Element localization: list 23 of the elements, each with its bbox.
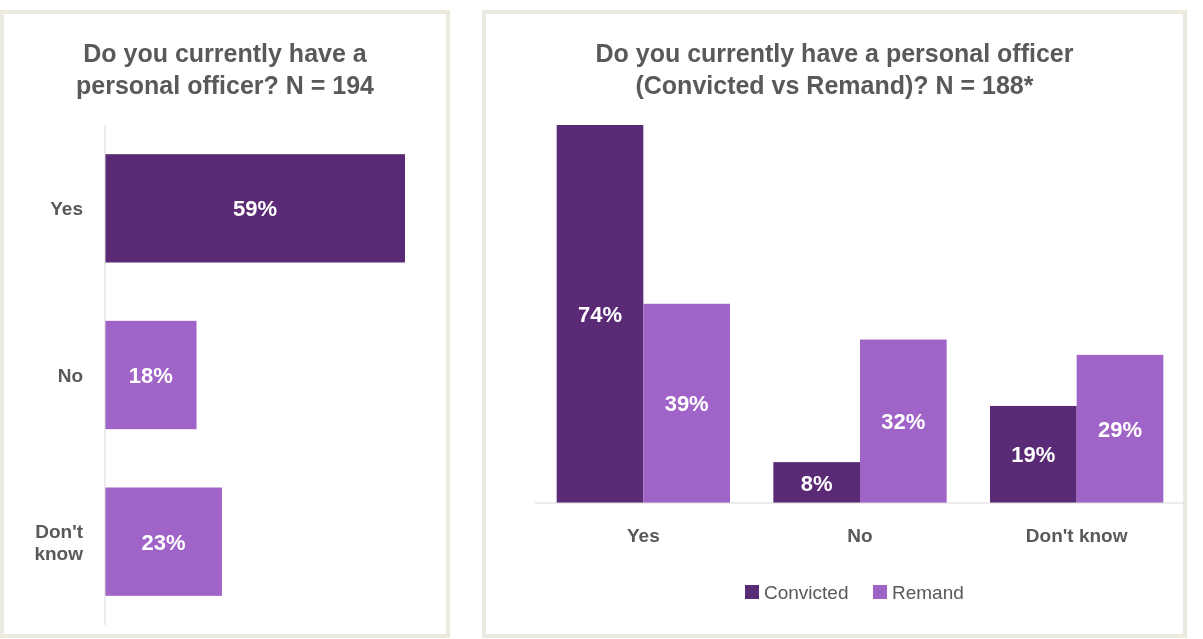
legend-label: Remand [892,582,964,603]
bar [860,339,947,503]
data-label: 23% [141,529,186,555]
data-label: 29% [1097,416,1143,442]
data-label: 18% [128,363,173,388]
x-tick-label: Don't know [1025,525,1128,546]
bar [1076,354,1164,503]
chart-title: Do you currently have a personal officer? N = 194 [75,39,375,99]
y-tick-label: Yes [50,198,83,220]
data-label: 8% [800,470,833,496]
x-tick-label: Yes [626,525,660,546]
y-tick-label: No [57,365,83,386]
data-label: 39% [664,391,709,417]
data-label: 74% [577,302,623,327]
legend-label: Convicted [764,582,849,603]
data-label: 59% [232,196,278,222]
data-label: 32% [881,409,926,435]
x-tick-label: No [847,525,873,546]
chart-title: Do you currently have a personal officer (Convicted vs Remand)? N = 188* [595,39,1074,99]
data-label: 19% [1011,442,1056,468]
bar [990,405,1077,503]
bar [643,303,730,503]
bar [556,125,644,503]
